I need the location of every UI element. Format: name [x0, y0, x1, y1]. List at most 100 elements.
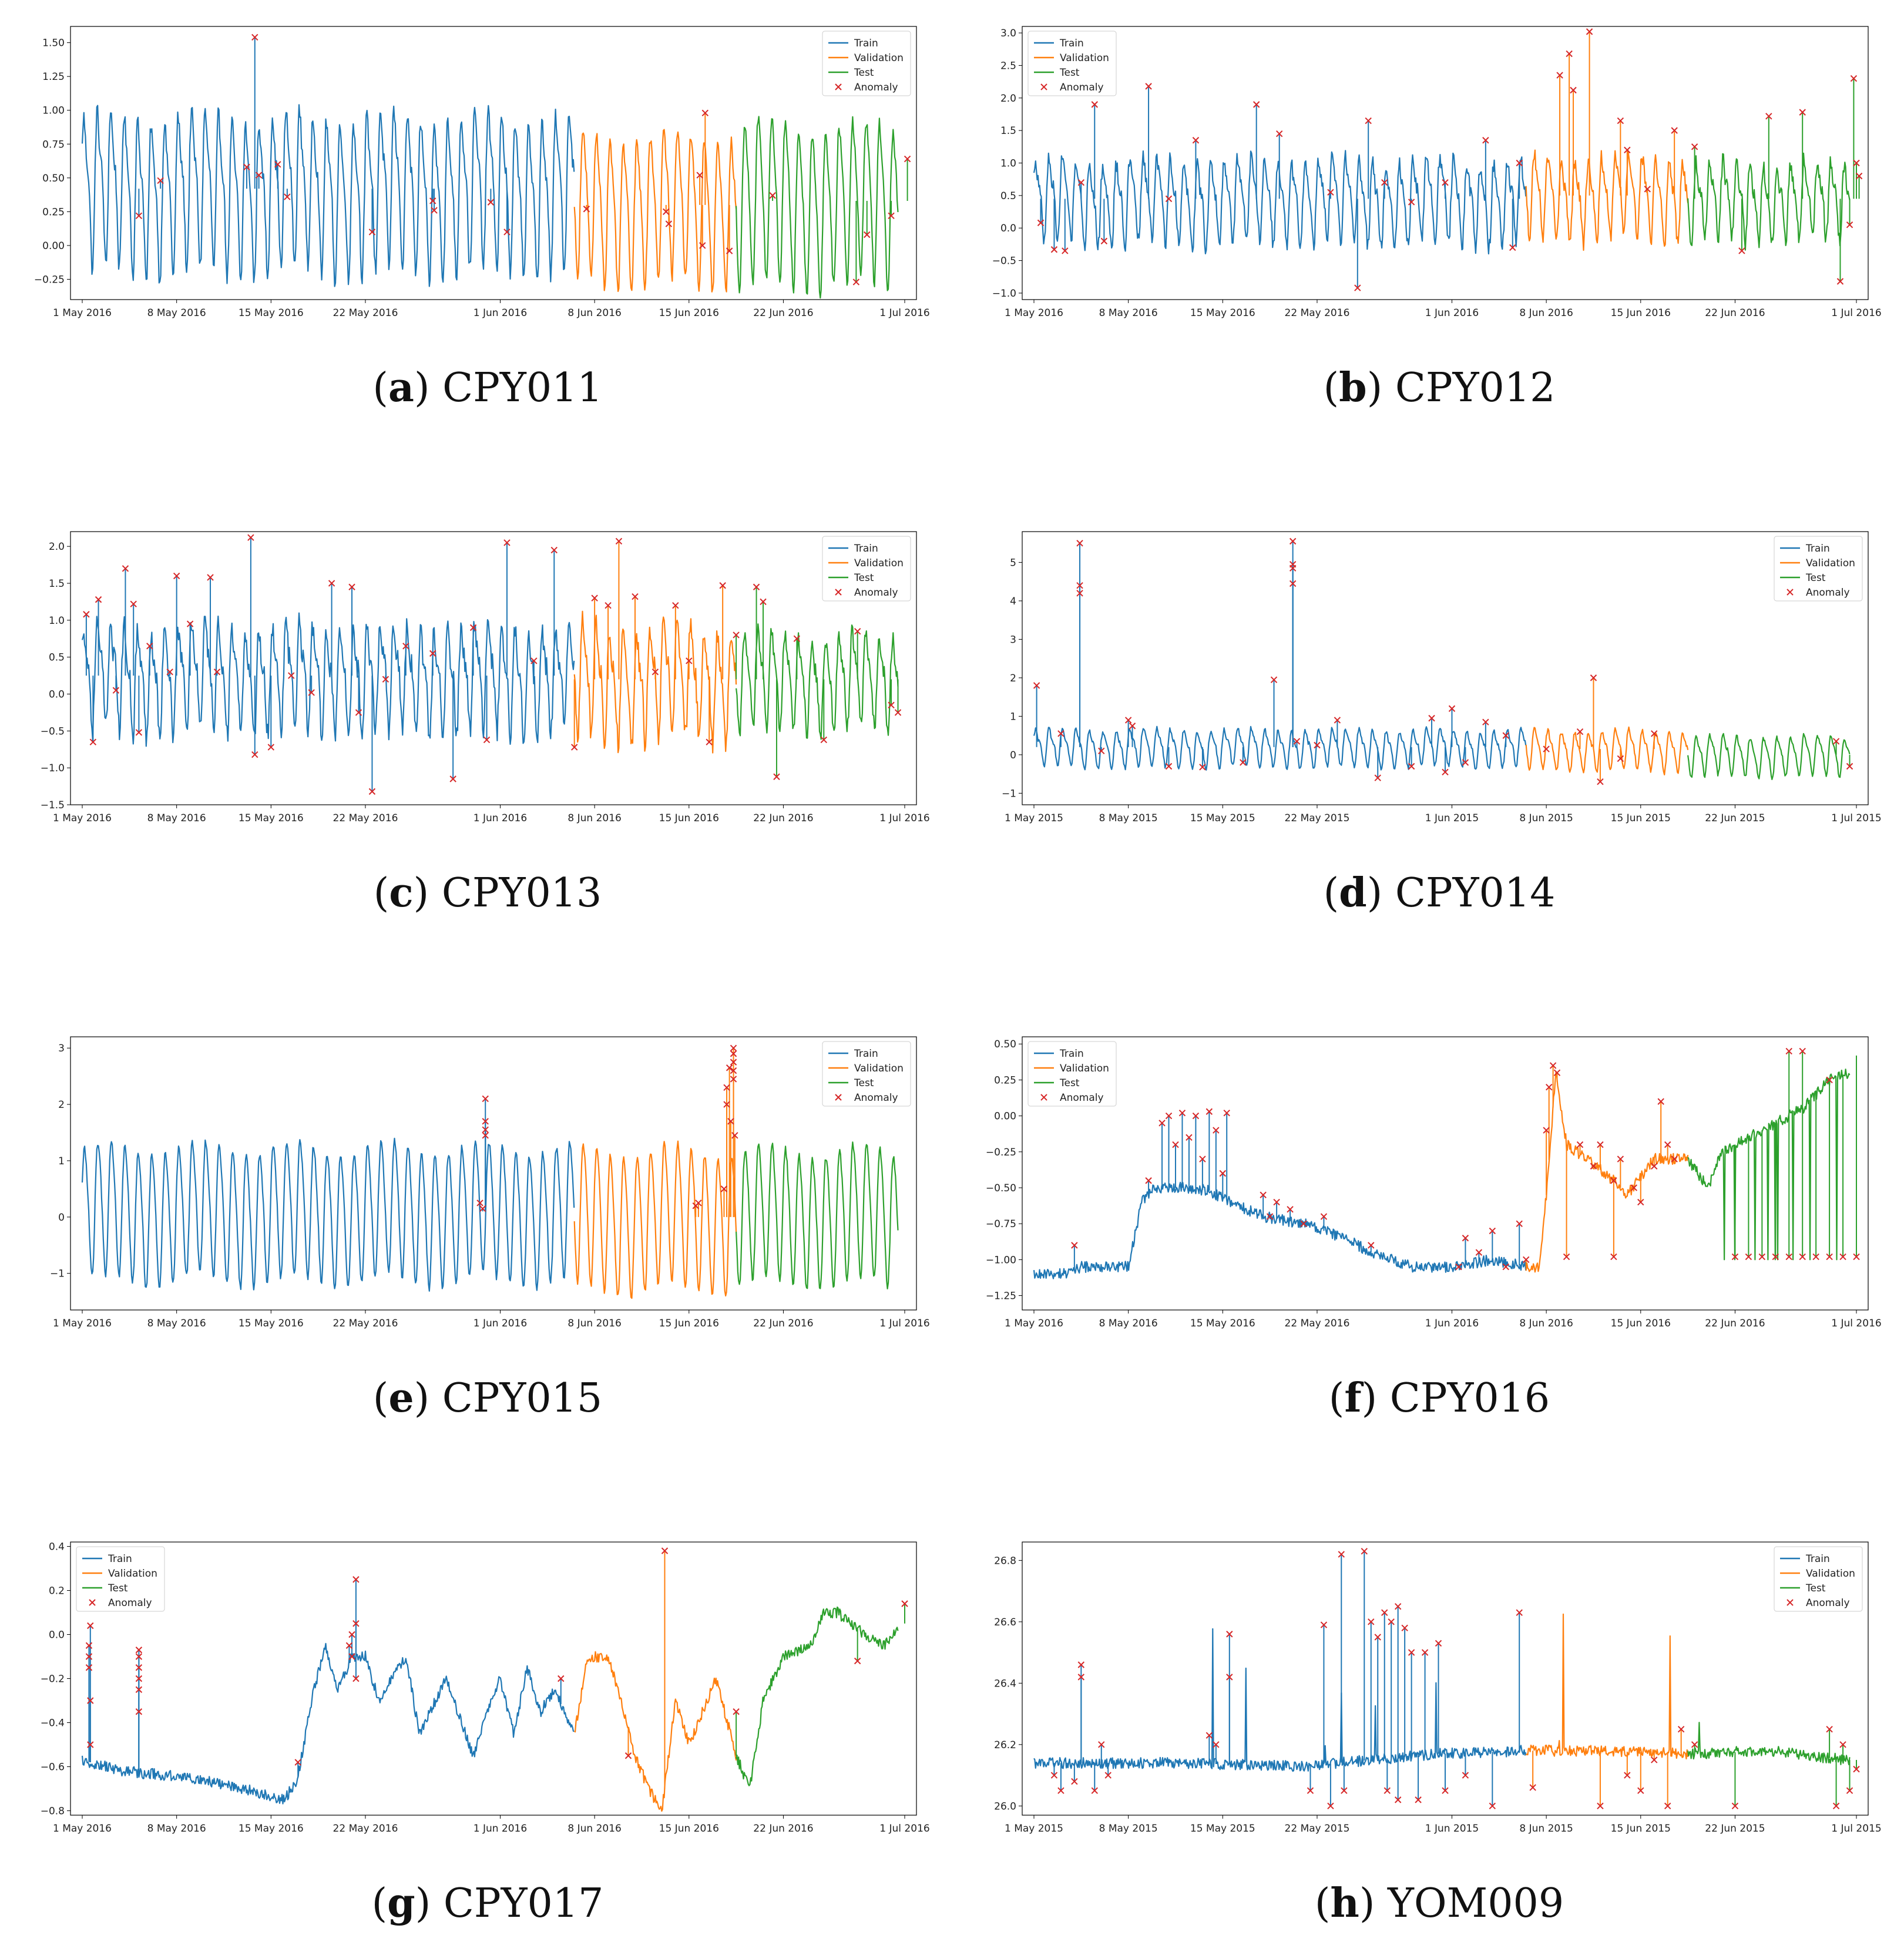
y-tick-label: −1: [1002, 788, 1016, 799]
x-tick: 8 May 2015: [1099, 805, 1158, 824]
panel-letter: e: [388, 1375, 414, 1422]
anomaly-marker: [852, 278, 860, 285]
anomaly-marker: [901, 1600, 908, 1607]
y-tick: −1.25: [986, 1291, 1022, 1302]
anomaly-marker: [146, 643, 153, 650]
x-tick: 22 May 2016: [1285, 1310, 1349, 1329]
y-tick-label: 0.25: [42, 206, 65, 218]
x-tick-label: 1 Jul 2016: [879, 307, 929, 319]
y-tick: 0.25: [994, 1074, 1022, 1086]
x-tick-label: 22 May 2016: [1285, 307, 1350, 319]
x-tick: 8 Jun 2016: [567, 805, 622, 824]
anomaly-marker: [1033, 682, 1040, 689]
anomaly-marker: [1455, 1263, 1462, 1271]
y-tick: 3: [1010, 634, 1022, 646]
panel-name: CPY011: [442, 365, 603, 411]
legend-label: Anomaly: [1060, 82, 1104, 93]
y-tick-label: −0.5: [41, 725, 65, 737]
anomaly-marker: [1563, 1253, 1570, 1261]
x-tick-label: 8 May 2016: [147, 307, 206, 319]
anomaly-marker: [1401, 1624, 1408, 1631]
anomaly-marker: [1076, 582, 1083, 589]
legend-label: Validation: [108, 1568, 157, 1580]
anomaly-marker: [1543, 1127, 1550, 1134]
y-tick: 0.75: [42, 139, 70, 150]
y-tick: 26.8: [994, 1555, 1022, 1567]
anomaly-marker: [1100, 237, 1108, 245]
legend-label: Validation: [1806, 1568, 1855, 1580]
y-tick: 1.0: [1000, 158, 1022, 170]
anomaly-marker: [723, 1084, 730, 1091]
x-tick-label: 1 Jun 2015: [1425, 1823, 1479, 1835]
anomaly-marker: [550, 546, 558, 554]
anomaly-marker: [1205, 1732, 1213, 1739]
x-tick-label: 1 Jul 2016: [879, 812, 929, 824]
anomaly-marker: [696, 172, 703, 179]
anomaly-marker: [720, 1185, 728, 1192]
chart-svg-d: −1 0 1 2 3 4 5 1 May 2015 8 May 2015 15 May 2015 2…: [1002, 531, 1882, 824]
x-tick: 15 Jun 2016: [659, 1310, 719, 1329]
y-tick: 1.50: [42, 38, 70, 49]
x-tick-label: 8 May 2016: [1099, 1318, 1158, 1329]
anomaly-marker: [1145, 1177, 1152, 1184]
x-tick: 1 Jul 2016: [879, 300, 930, 319]
anomaly-marker: [255, 172, 263, 179]
legend-label: Validation: [1060, 1063, 1109, 1074]
legend-label: Test: [1805, 1583, 1826, 1594]
anomaly-marker: [1617, 755, 1624, 762]
legend-label: Anomaly: [108, 1597, 152, 1609]
anomaly-marker: [1219, 1170, 1227, 1177]
anomaly-marker: [661, 1547, 669, 1554]
anomaly-marker: [1691, 1741, 1698, 1748]
x-tick-label: 1 Jun 2016: [474, 1318, 527, 1329]
anomaly-marker: [1213, 1741, 1220, 1748]
anomaly-marker: [1307, 1787, 1314, 1794]
anomaly-marker: [730, 1044, 737, 1052]
y-tick: −0.8: [41, 1806, 70, 1818]
x-tick: 1 Jul 2016: [1831, 300, 1882, 319]
x-tick: 15 Jun 2016: [659, 300, 719, 319]
anomaly-marker: [1462, 1772, 1469, 1779]
anomaly-marker: [1664, 1802, 1671, 1810]
legend-label: Validation: [1806, 557, 1855, 569]
anomaly-marker: [583, 206, 590, 213]
anomaly-marker: [1448, 705, 1456, 712]
anomaly-marker: [1199, 1155, 1206, 1163]
anomaly-marker: [1361, 1547, 1368, 1555]
y-tick: −0.5: [992, 256, 1022, 267]
x-tick: 1 Jun 2016: [474, 1310, 527, 1329]
anomaly-marker: [727, 1118, 734, 1125]
anomaly-marker: [1077, 1674, 1085, 1681]
anomaly-marker: [773, 773, 780, 780]
series-line-validation: [1525, 149, 1689, 251]
anomaly-marker: [1529, 1784, 1536, 1791]
anomaly-marker: [482, 1095, 489, 1103]
anomaly-marker: [1165, 762, 1173, 770]
series-line-validation: [1525, 726, 1689, 775]
x-tick-label: 1 May 2016: [1005, 307, 1063, 319]
chart-svg-a: −0.25 0.00 0.25 0.50 0.75 1.00 1.25 1.50 1 May 2…: [34, 26, 930, 319]
anomaly-marker: [1098, 747, 1105, 755]
y-tick-label: −1.5: [41, 799, 65, 811]
y-tick: 1.5: [1000, 125, 1022, 137]
x-tick: 8 Jun 2016: [567, 1310, 622, 1329]
legend-label: Test: [1805, 572, 1826, 584]
anomaly-marker: [1334, 717, 1341, 724]
anomaly-marker: [730, 1076, 737, 1083]
anomaly-marker: [733, 1708, 740, 1715]
anomaly-marker: [294, 1759, 301, 1766]
anomaly-marker: [1374, 774, 1381, 781]
y-tick: −1.0: [41, 762, 70, 774]
anomaly-marker: [1516, 159, 1523, 167]
legend-label: Test: [854, 67, 874, 79]
anomaly-marker: [894, 709, 902, 716]
x-tick-label: 15 May 2016: [1190, 307, 1255, 319]
chart-panel-a: −0.25 0.00 0.25 0.50 0.75 1.00 1.25 1.50 1 May 2…: [23, 12, 952, 411]
anomaly-marker: [1314, 741, 1321, 749]
y-tick: 0.4: [49, 1541, 70, 1553]
x-tick-label: 1 Jun 2016: [1425, 1318, 1479, 1329]
anomaly-marker: [1745, 1253, 1752, 1261]
anomaly-marker: [348, 1631, 355, 1638]
anomaly-marker: [1260, 1191, 1267, 1198]
y-tick-label: 0.00: [42, 240, 65, 252]
